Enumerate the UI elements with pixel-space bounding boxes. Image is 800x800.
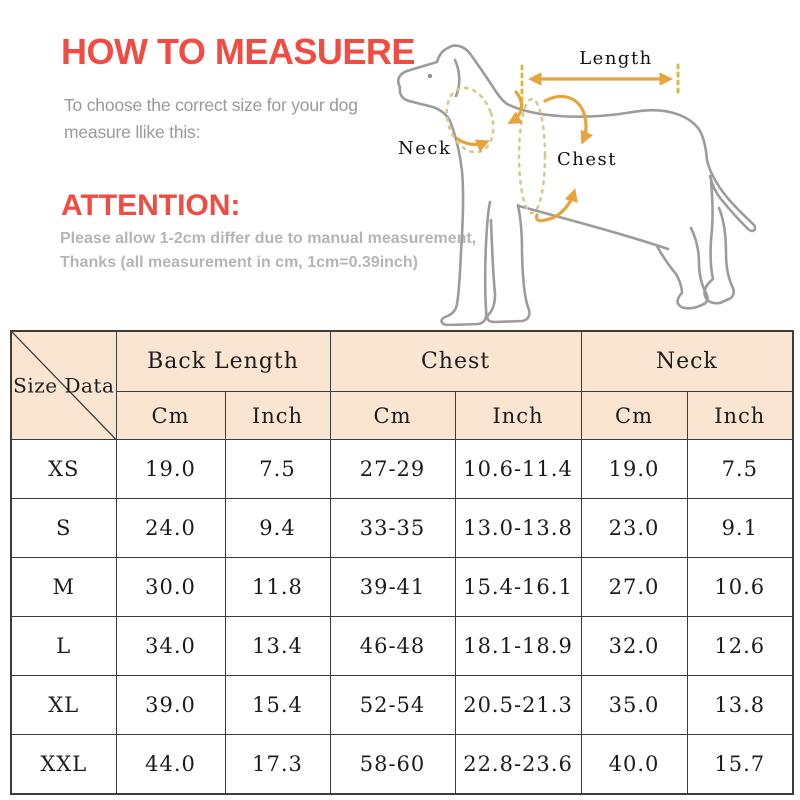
value-cell: 34.0: [115, 616, 226, 676]
neck-label: Neck: [398, 138, 451, 159]
value-cell: 10.6-11.4: [454, 439, 582, 499]
unit-header: Inch: [224, 391, 331, 440]
page-title: HOW TO MEASUERE: [61, 31, 415, 72]
value-cell: 23.0: [580, 498, 688, 558]
unit-header: Cm: [580, 391, 688, 440]
value-cell: 19.0: [580, 439, 688, 499]
value-cell: 15.4: [224, 675, 331, 735]
attention-note-line2: Thanks (all measurement in cm, 1cm=0.39i…: [60, 254, 418, 271]
value-cell: 39.0: [115, 675, 226, 735]
value-cell: 52-54: [329, 675, 456, 735]
value-cell: 40.0: [580, 734, 688, 794]
dog-outline: [396, 44, 757, 327]
diagonal-divider: [12, 332, 116, 439]
value-cell: 9.4: [224, 498, 331, 558]
value-cell: 30.0: [115, 557, 226, 617]
neck-arrow-lower: [456, 137, 490, 152]
measure-instructions-line2: measure llike this:: [64, 122, 201, 142]
value-cell: 7.5: [686, 439, 794, 499]
size-chart-table: Size Data Back Length Chest Neck Cm Inch…: [10, 330, 795, 795]
neck-arrow-upper: [507, 90, 524, 125]
value-cell: 13.4: [224, 616, 331, 676]
value-cell: 7.5: [224, 439, 331, 499]
size-cell: XXL: [10, 734, 117, 794]
neck-group-header: Neck: [580, 330, 794, 392]
value-cell: 20.5-21.3: [454, 675, 582, 735]
dog-diagram-svg: Length Neck Chest: [396, 44, 757, 327]
size-cell: XS: [10, 439, 117, 499]
dog-ear-line: [453, 58, 461, 98]
dog-eye: [427, 73, 433, 79]
value-cell: 11.8: [224, 557, 331, 617]
table-row: XXL 44.0 17.3 58-60 22.8-23.6 40.0 15.7: [10, 734, 794, 794]
size-data-corner-cell: Size Data: [10, 330, 117, 440]
value-cell: 58-60: [329, 734, 456, 794]
unit-header: Inch: [454, 391, 582, 440]
unit-header: Cm: [329, 391, 456, 440]
table-row: S 24.0 9.4 33-35 13.0-13.8 23.0 9.1: [10, 498, 794, 558]
chest-arrow-lower: [534, 188, 578, 223]
size-cell: S: [10, 498, 117, 558]
size-cell: XL: [10, 675, 117, 735]
measure-instructions-line1: To choose the correct size for your dog: [64, 95, 358, 115]
attention-heading: ATTENTION:: [61, 189, 241, 222]
chest-girth-dotted-ellipse: [517, 97, 547, 215]
unit-header-row: Cm Inch Cm Inch Cm Inch: [11, 391, 794, 440]
measurement-arrows: [456, 72, 674, 223]
back-length-group-header: Back Length: [115, 330, 331, 392]
table-row: XL 39.0 15.4 52-54 20.5-21.3 35.0 13.8: [10, 675, 794, 735]
chest-arrow-upper: [543, 94, 593, 145]
value-cell: 32.0: [580, 616, 688, 676]
value-cell: 24.0: [115, 498, 226, 558]
measuring-girth-dotted-lines: [445, 86, 547, 215]
value-cell: 27.0: [580, 557, 688, 617]
size-cell: L: [10, 616, 117, 676]
measure-instructions: To choose the correct size for your dog …: [64, 92, 358, 146]
value-cell: 15.4-16.1: [454, 557, 582, 617]
corner-label: Size Data: [13, 373, 115, 398]
value-cell: 27-29: [329, 439, 456, 499]
value-cell: 33-35: [329, 498, 456, 558]
value-cell: 9.1: [686, 498, 794, 558]
dog-measurement-diagram: Length Neck Chest: [385, 8, 795, 327]
attention-note-line1: Please allow 1-2cm differ due to manual …: [60, 230, 477, 247]
length-label: Length: [579, 48, 653, 69]
group-header-row: Size Data Back Length Chest Neck: [10, 330, 794, 440]
table-row: XS 19.0 7.5 27-29 10.6-11.4 19.0 7.5: [10, 439, 794, 499]
value-cell: 39-41: [329, 557, 456, 617]
chest-group-header: Chest: [329, 330, 582, 392]
value-cell: 15.7: [686, 734, 794, 794]
attention-note: Please allow 1-2cm differ due to manual …: [60, 227, 476, 275]
value-cell: 13.0-13.8: [454, 498, 582, 558]
chest-label: Chest: [557, 149, 617, 170]
value-cell: 19.0: [115, 439, 226, 499]
value-cell: 18.1-18.9: [454, 616, 582, 676]
value-cell: 13.8: [686, 675, 794, 735]
value-cell: 10.6: [686, 557, 794, 617]
table-row: L 34.0 13.4 46-48 18.1-18.9 32.0 12.6: [10, 616, 794, 676]
value-cell: 44.0: [115, 734, 226, 794]
value-cell: 46-48: [329, 616, 456, 676]
value-cell: 22.8-23.6: [454, 734, 582, 794]
value-cell: 35.0: [580, 675, 688, 735]
size-cell: M: [10, 557, 117, 617]
value-cell: 17.3: [224, 734, 331, 794]
table-row: M 30.0 11.8 39-41 15.4-16.1 27.0 10.6: [10, 557, 794, 617]
unit-header: Inch: [686, 391, 794, 440]
value-cell: 12.6: [686, 616, 794, 676]
unit-header: Cm: [115, 391, 226, 440]
